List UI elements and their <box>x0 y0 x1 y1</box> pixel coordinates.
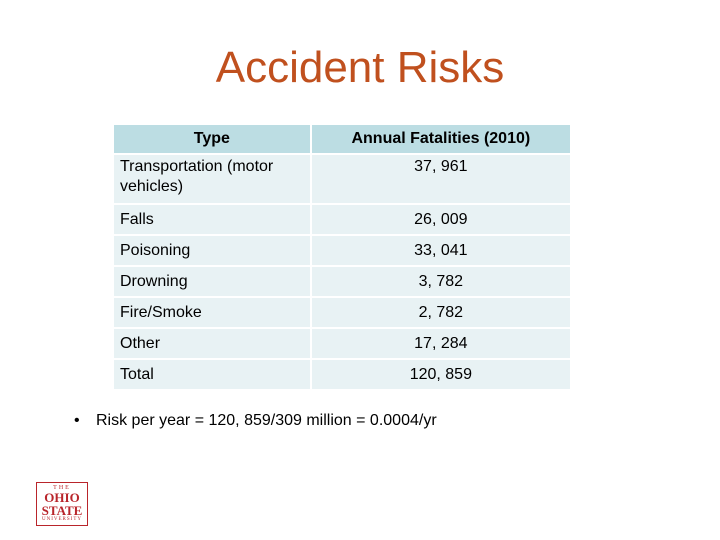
row-type: Transportation (motor vehicles) <box>114 153 312 204</box>
row-type: Falls <box>114 203 312 235</box>
row-type: Total <box>114 358 312 389</box>
header-type: Type <box>114 125 312 155</box>
table-row-total: Total 120, 859 <box>114 358 570 389</box>
table-row: Drowning 3, 782 <box>114 265 570 297</box>
table-row: Other 17, 284 <box>114 327 570 359</box>
row-value: 17, 284 <box>310 327 570 359</box>
logo-line-state: STATE <box>41 503 83 518</box>
table-row: Falls 26, 009 <box>114 203 570 235</box>
table-header-row: Type Annual Fatalities (2010) <box>114 125 570 155</box>
row-value: 3, 782 <box>310 265 570 297</box>
row-type: Other <box>114 327 312 359</box>
row-value: 120, 859 <box>310 358 570 389</box>
fatalities-table: Type Annual Fatalities (2010) Transporta… <box>114 125 570 389</box>
logo-line-the: THE <box>53 485 71 491</box>
header-annual-fatalities: Annual Fatalities (2010) <box>310 125 570 155</box>
table-row: Poisoning 33, 041 <box>114 234 570 266</box>
bullet-text: Risk per year = 120, 859/309 million = 0… <box>96 412 437 429</box>
risk-bullet: • Risk per year = 120, 859/309 million = … <box>74 412 437 430</box>
table-row: Transportation (motor vehicles) 37, 961 <box>114 153 570 204</box>
row-value: 26, 009 <box>310 203 570 235</box>
row-value: 37, 961 <box>310 153 570 204</box>
row-type: Fire/Smoke <box>114 296 312 328</box>
row-value: 33, 041 <box>310 234 570 266</box>
row-type: Poisoning <box>114 234 312 266</box>
bullet-icon: • <box>74 412 80 429</box>
table-row: Fire/Smoke 2, 782 <box>114 296 570 328</box>
slide-title: Accident Risks <box>215 43 505 92</box>
row-value: 2, 782 <box>310 296 570 328</box>
row-type: Drowning <box>114 265 312 297</box>
logo-line-ohio: OHIO <box>44 490 80 505</box>
ohio-state-logo: THE OHIO STATE UNIVERSITY <box>36 482 88 526</box>
logo-line-university: UNIVERSITY <box>42 517 82 522</box>
